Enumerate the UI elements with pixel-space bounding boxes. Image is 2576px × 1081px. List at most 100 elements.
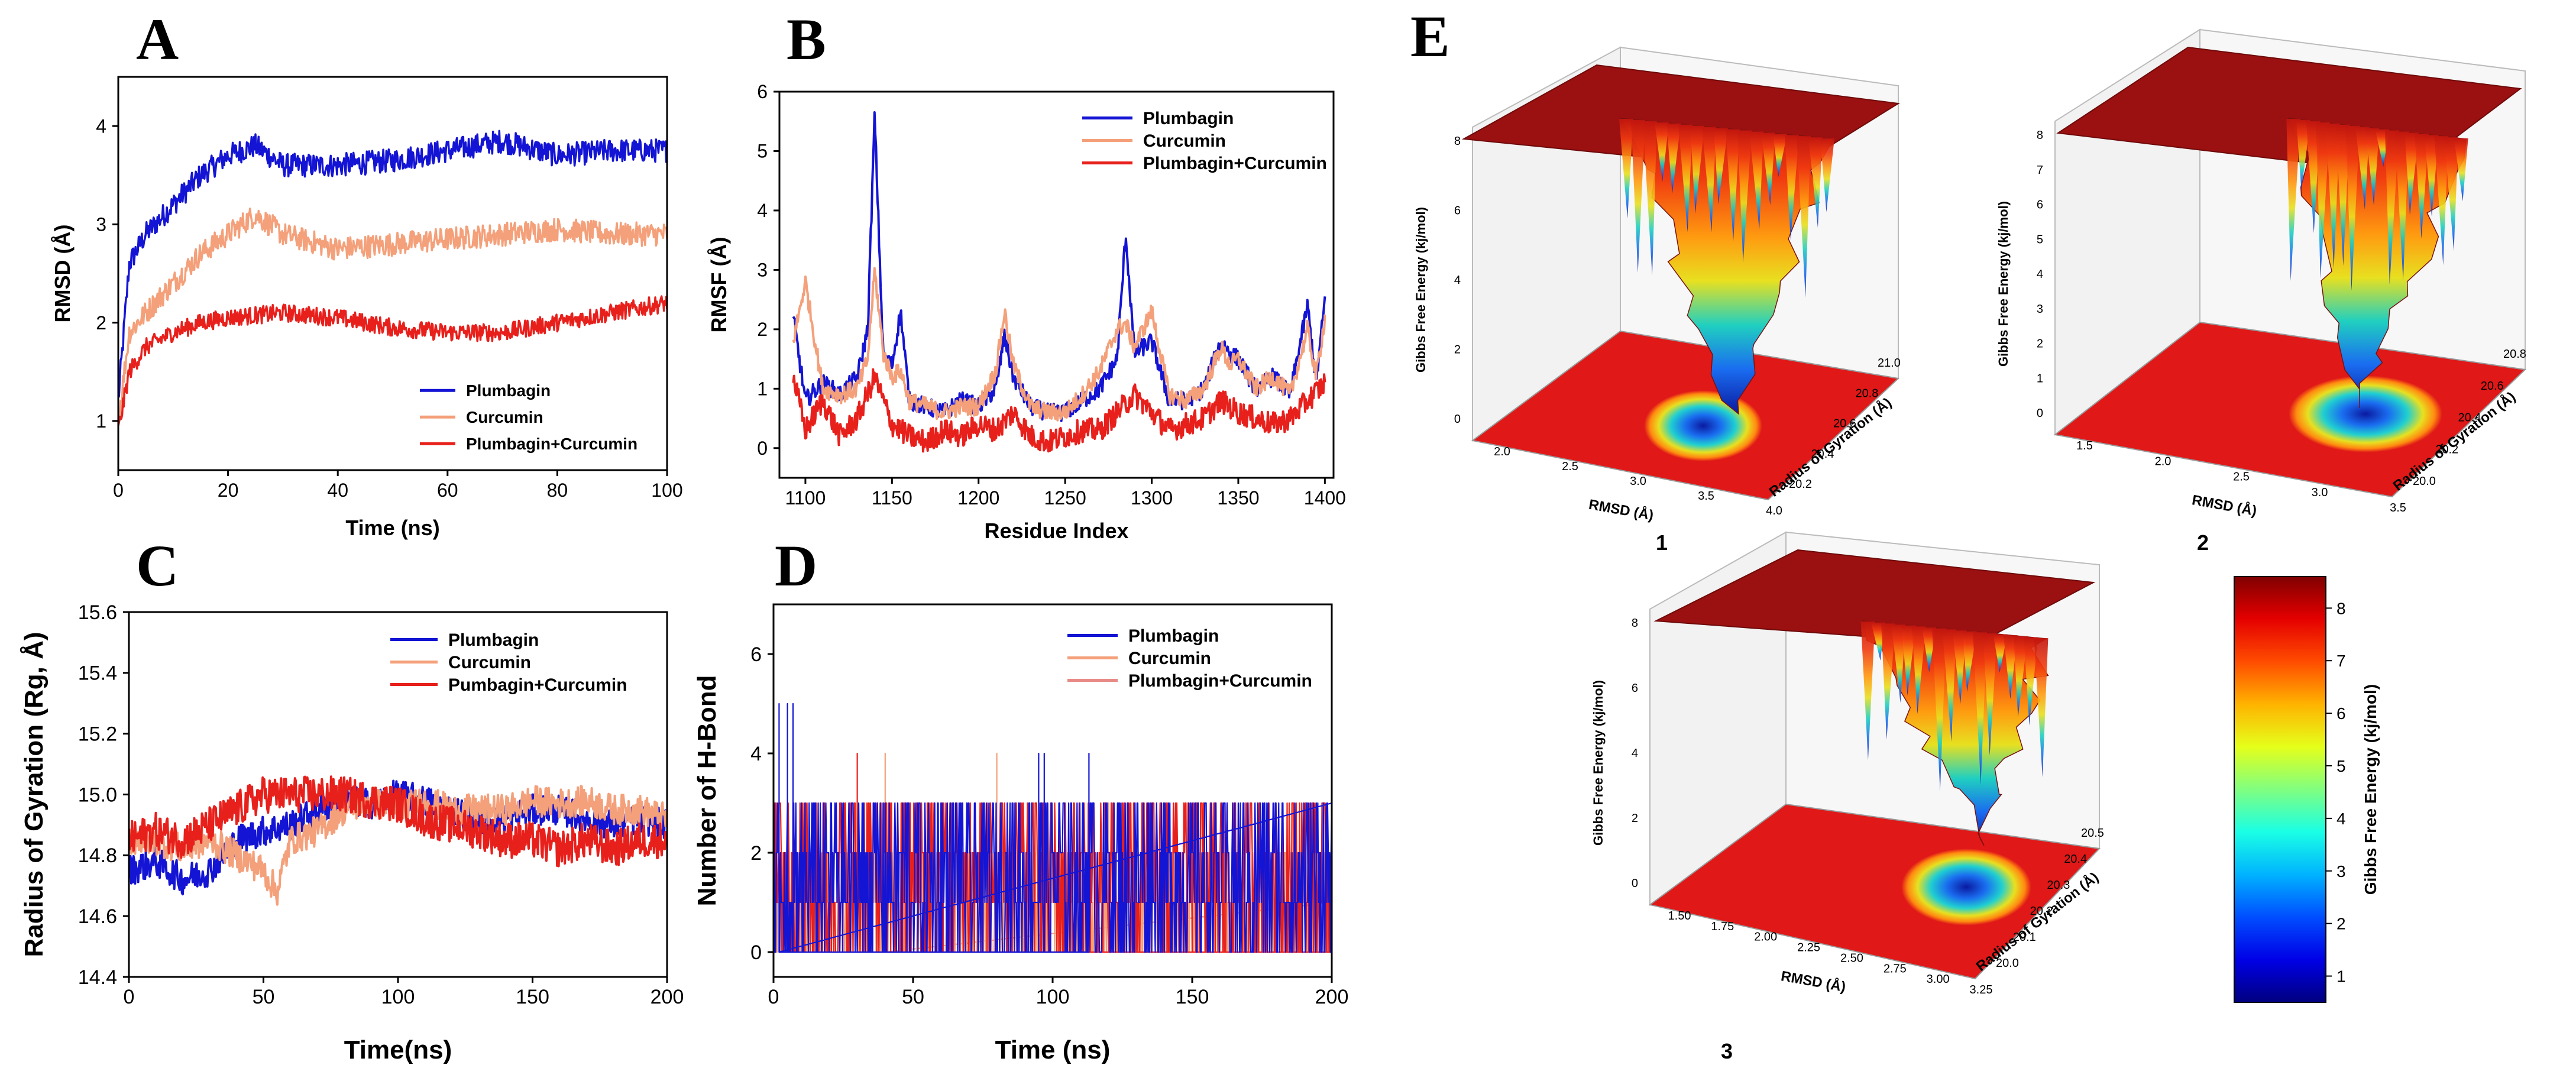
floor-minimum-basin xyxy=(2289,376,2442,452)
z-tick-label: 0 xyxy=(1454,413,1461,426)
surface-spike xyxy=(1973,632,1988,785)
y-tick-label: 1 xyxy=(96,410,106,432)
surface-spike xyxy=(1749,131,1763,230)
surface-number: 3 xyxy=(1721,1039,1733,1063)
surface-spike xyxy=(1993,634,2008,673)
y-tick-label: 20.8 xyxy=(1856,387,1879,400)
y-tick-label: 20.0 xyxy=(2413,475,2436,488)
surface-spike xyxy=(2024,637,2038,726)
x-tick-label: 1300 xyxy=(1131,487,1173,509)
surface-spike xyxy=(1631,119,1645,273)
legend-label: Plumbagin+Curcumin xyxy=(1143,154,1327,173)
z-tick-label: 4 xyxy=(1632,747,1638,760)
colorbar-tick-label: 3 xyxy=(2336,862,2346,881)
y-tick-label: 20.5 xyxy=(2081,827,2104,840)
colorbar-tick-label: 8 xyxy=(2336,599,2346,617)
surface-spike xyxy=(1820,138,1834,212)
y-axis-title: RMSD (Å) xyxy=(50,225,75,323)
legend-label: Plumbagin+Curcumin xyxy=(466,435,637,453)
surface-plot-2: 0 1 2 3 4 5 6 7 8 1.5 2.0 2.5 3.0 3.5 20.0 20.2 20.4 20.6… xyxy=(1996,28,2527,555)
surface-spike xyxy=(2316,122,2331,279)
surface-spike xyxy=(2296,119,2310,190)
surface-spike xyxy=(2415,134,2429,239)
surface-spike xyxy=(1962,631,1977,692)
z-tick-label: 1 xyxy=(2037,372,2043,385)
surface-spike xyxy=(1808,137,1823,228)
surface-spike xyxy=(1932,628,1947,791)
panel-letter-a: A xyxy=(136,7,179,72)
surface-spike xyxy=(2394,131,2409,281)
y-tick-label: 15.6 xyxy=(78,601,117,624)
series-line-plumbagin-curcumin xyxy=(792,368,1326,453)
colorbar-tick-label: 2 xyxy=(2336,915,2346,933)
x-tick-label: 150 xyxy=(516,986,549,1008)
legend-label: Curcumin xyxy=(448,653,531,672)
legend-label: Plumbagin xyxy=(448,630,539,650)
z-axis-title: Gibbs Free Energy (kj/mol) xyxy=(1413,207,1428,373)
z-tick-label: 4 xyxy=(2037,268,2043,281)
x-tick-label: 2.50 xyxy=(1840,951,1863,965)
x-tick-label: 1400 xyxy=(1304,487,1346,509)
y-tick-label: 20.4 xyxy=(2458,412,2481,425)
z-axis-title: Gibbs Free Energy (kj/mol) xyxy=(1996,201,2011,367)
x-tick-label: 50 xyxy=(253,986,275,1008)
y-tick-label: 20.0 xyxy=(1996,957,2019,970)
y-tick-label: 21.0 xyxy=(1878,357,1901,370)
z-tick-label: 6 xyxy=(1454,205,1461,218)
surface-spike xyxy=(2013,636,2028,717)
legend-label: Curcumin xyxy=(1128,649,1211,668)
x-tick-label: 2.5 xyxy=(2233,471,2250,484)
z-tick-label: 6 xyxy=(1632,682,1638,695)
y-tick-label: 15.0 xyxy=(78,784,117,806)
series-line-pumbagin-curcumin xyxy=(129,775,667,868)
x-tick-label: 2.75 xyxy=(1884,962,1907,975)
surface-spike xyxy=(1881,623,1896,740)
x-tick-label: 2.25 xyxy=(1797,941,1820,954)
series-line-plumbagin xyxy=(118,130,667,399)
panel-letter-b: B xyxy=(787,7,826,72)
colorbar-title: Gibbs Free Energy (kj/mol) xyxy=(2361,684,2380,895)
x-axis-title: Time (ns) xyxy=(995,1035,1111,1064)
panel-letter-c: C xyxy=(136,533,179,598)
z-tick-label: 4 xyxy=(1454,274,1461,287)
surface-spike xyxy=(1785,135,1799,241)
surface-spike xyxy=(1901,625,1916,696)
surface-spike xyxy=(1643,121,1657,276)
surface-spike xyxy=(2434,136,2449,266)
surface-number: 2 xyxy=(2197,530,2209,555)
y-tick-label: 3 xyxy=(757,260,768,281)
x-axis-title: Time (ns) xyxy=(345,516,439,540)
y-tick-label: 20.6 xyxy=(2481,380,2504,393)
surface-spike xyxy=(2365,128,2380,206)
surface-spike xyxy=(2454,138,2468,202)
y-tick-label: 1 xyxy=(757,378,768,400)
x-tick-label: 2.0 xyxy=(1494,445,1510,458)
x-tick-label: 150 xyxy=(1176,986,1209,1008)
y-tick-label: 14.6 xyxy=(78,905,117,928)
surface-spike xyxy=(1952,630,1967,704)
y-tick-label: 20.8 xyxy=(2503,348,2526,361)
surface-spike xyxy=(2034,638,2048,777)
x-tick-label: 200 xyxy=(651,986,684,1008)
z-tick-label: 3 xyxy=(2037,303,2043,316)
y-tick-label: 4 xyxy=(757,200,768,221)
x-axis-title: Residue Index xyxy=(984,519,1128,543)
surface-spike xyxy=(1737,130,1752,263)
floor-minimum-basin xyxy=(1644,390,1762,461)
surface-spike xyxy=(2385,130,2399,285)
x-tick-label: 3.0 xyxy=(1630,475,1646,488)
colorbar-tick-label: 5 xyxy=(2336,757,2346,775)
legend-label: Plumbagin xyxy=(466,381,551,400)
x-axis-title: RMSD (Å) xyxy=(1779,967,1847,995)
z-tick-label: 2 xyxy=(2037,338,2043,351)
x-axis-title: Time(ns) xyxy=(344,1035,452,1064)
z-tick-label: 8 xyxy=(1632,617,1638,630)
x-tick-label: 100 xyxy=(381,986,415,1008)
y-tick-label: 20.4 xyxy=(1811,448,1834,461)
z-tick-label: 8 xyxy=(1454,135,1461,148)
x-axis-title: RMSD (Å) xyxy=(1587,496,1655,524)
y-tick-label: 2 xyxy=(757,319,768,340)
y-tick-label: 14.8 xyxy=(78,844,117,867)
y-tick-label: 20.3 xyxy=(2047,879,2070,892)
